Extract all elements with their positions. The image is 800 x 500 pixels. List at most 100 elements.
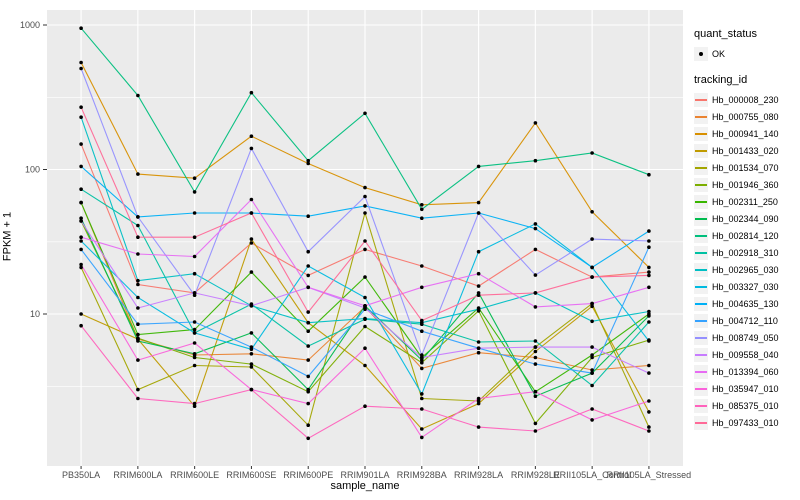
x-tick-label: RRIM600SE (226, 470, 276, 480)
x-tick-label: RRIM600LA (113, 470, 162, 480)
data-point (476, 425, 481, 429)
legend-item: Hb_008749_050 (694, 329, 798, 346)
legend-item: Hb_001433_020 (694, 142, 798, 159)
data-point (420, 216, 424, 220)
data-point (533, 121, 538, 125)
data-point (533, 247, 538, 252)
legend-item: Hb_035947_010 (694, 380, 798, 397)
data-point (136, 252, 140, 256)
series-color-swatch (695, 404, 707, 407)
data-point (363, 111, 367, 116)
legend-item-label: Hb_097433_010 (712, 417, 779, 428)
series-color-swatch (695, 302, 707, 305)
data-point (306, 329, 311, 334)
y-tick-label: 10 (30, 309, 40, 319)
legend-item-label: Hb_001534_070 (712, 162, 779, 173)
data-point (476, 399, 481, 403)
point-key-icon (694, 46, 708, 61)
data-point (476, 293, 481, 298)
data-point (533, 362, 538, 366)
legend-item-label: Hb_002344_090 (712, 213, 779, 224)
data-point (476, 211, 481, 215)
data-point (420, 360, 424, 365)
data-point (590, 371, 594, 375)
data-point (306, 374, 311, 379)
data-point (533, 339, 538, 343)
data-point (476, 340, 481, 344)
data-point (136, 215, 140, 219)
data-point (647, 309, 651, 314)
data-point (533, 226, 538, 231)
legend-item: Hb_013394_060 (694, 363, 798, 380)
x-tick-label: RRII105LA_Stressed (607, 470, 692, 480)
legend-item: Hb_002918_310 (694, 244, 798, 261)
data-point (192, 176, 197, 180)
legend-item-label: Hb_002814_120 (712, 230, 779, 241)
data-point (79, 323, 83, 328)
line-key-icon (694, 109, 708, 124)
x-tick-label: RRIM928LA (454, 470, 503, 480)
data-point (533, 222, 538, 226)
data-point (647, 410, 651, 414)
x-tick-label: RRIM600LE (170, 470, 219, 480)
data-point (306, 401, 311, 406)
data-point (420, 366, 424, 371)
data-point (476, 284, 481, 288)
data-point (420, 358, 424, 362)
data-point (79, 115, 83, 119)
line-key-icon (694, 177, 708, 192)
legend-item: Hb_002814_120 (694, 227, 798, 244)
data-point (363, 211, 367, 215)
data-point (192, 341, 197, 345)
legend-item-label: Hb_002311_250 (712, 196, 778, 207)
data-point (249, 134, 254, 138)
line-key-icon (694, 228, 708, 243)
data-point (363, 346, 367, 351)
data-point (647, 172, 651, 177)
data-point (306, 436, 311, 441)
x-tick-label: RRIM928LE (511, 470, 560, 480)
data-point (136, 235, 140, 239)
data-point (136, 278, 140, 283)
data-point (79, 200, 83, 205)
data-point (249, 241, 254, 245)
data-point (136, 332, 140, 337)
data-point (363, 247, 367, 252)
data-point (420, 392, 424, 396)
series-color-swatch (695, 217, 707, 220)
legend-tracking-id-title: tracking_id (694, 74, 748, 86)
data-point (306, 249, 311, 254)
data-point (249, 270, 254, 274)
line-key-icon (694, 126, 708, 141)
legend-item-label: Hb_000941_140 (712, 128, 779, 139)
data-point (476, 249, 481, 254)
data-point (533, 291, 538, 295)
data-point (306, 423, 311, 428)
legend-item-label: Hb_013394_060 (712, 366, 779, 377)
series-color-swatch (695, 370, 707, 373)
data-point (363, 304, 367, 308)
data-point (79, 235, 83, 239)
data-point (533, 394, 538, 399)
data-point (192, 331, 197, 335)
data-point (192, 235, 197, 239)
line-key-icon (694, 143, 708, 158)
data-point (306, 310, 311, 314)
series-color-swatch (695, 353, 707, 356)
data-point (306, 358, 311, 362)
data-point (590, 304, 594, 309)
data-point (136, 306, 140, 310)
data-point (249, 304, 254, 308)
series-color-swatch (695, 166, 707, 169)
legend-item: Hb_002311_250 (694, 193, 798, 210)
line-key-icon (694, 330, 708, 345)
data-point (420, 203, 424, 207)
series-color-swatch (695, 149, 707, 152)
data-point (476, 200, 481, 205)
data-point (533, 158, 538, 163)
legend-item: Hb_000755_080 (694, 108, 798, 125)
data-point (249, 362, 254, 366)
data-point (79, 262, 83, 267)
data-point (363, 275, 367, 279)
line-key-icon (694, 279, 708, 294)
